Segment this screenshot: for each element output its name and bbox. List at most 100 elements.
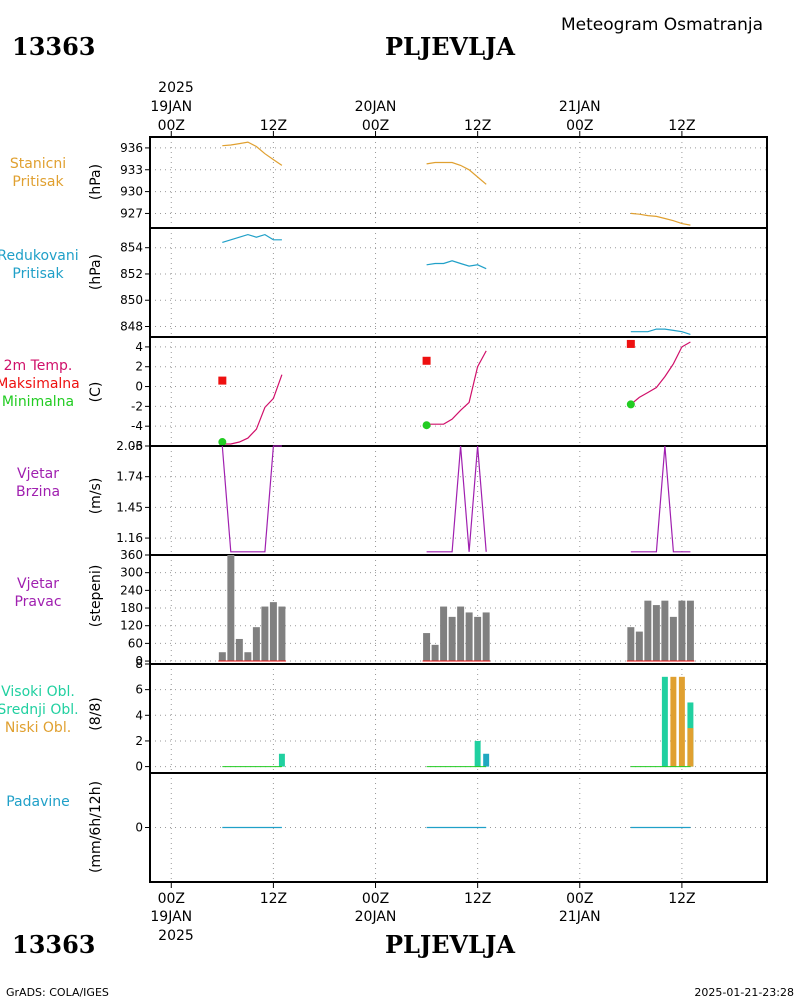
wind-dir-bar — [474, 616, 482, 662]
wind-dir-bar — [652, 605, 660, 662]
wind-dir-bar — [635, 631, 643, 662]
y-tick-label: -6 — [131, 439, 143, 453]
wind-dir-bar — [235, 638, 243, 662]
series-line — [222, 233, 282, 243]
y-tick-label: 848 — [120, 319, 143, 333]
y-tick-label: 0 — [135, 760, 143, 774]
y-tick-label: 852 — [120, 267, 143, 281]
min-temp-marker — [626, 400, 635, 409]
bottom-year: 2025 — [158, 928, 194, 944]
time-hour-bottom: 12Z — [260, 891, 287, 907]
series-line — [426, 260, 487, 270]
panel-frame — [149, 227, 768, 338]
time-date-top: 20JAN — [355, 99, 397, 115]
time-date-top: 19JAN — [150, 99, 192, 115]
low-cloud-bar — [687, 728, 694, 767]
panel-label: 2m Temp. — [4, 358, 73, 374]
y-tick-label: 0 — [135, 380, 143, 394]
series-line — [630, 212, 691, 226]
wind-dir-bar — [678, 600, 686, 662]
wind-dir-bar — [227, 555, 235, 662]
panel-frame — [149, 136, 768, 229]
station-id-top: 13363 — [12, 32, 96, 61]
min-temp-marker — [218, 438, 227, 447]
y-tick-label: 1.74 — [116, 470, 143, 484]
y-tick-label: 1.16 — [116, 531, 143, 545]
series-line — [426, 161, 487, 185]
panel-wind_speed: 1.16 1.45 1.74 2.03 Vjetar Brzina (m/s) — [16, 439, 768, 556]
wind-dir-bar — [457, 606, 465, 662]
time-date-bottom: 21JAN — [559, 909, 601, 925]
wind-dir-bar — [431, 644, 439, 662]
y-tick-label: -4 — [131, 419, 143, 433]
panel-label: Brzina — [16, 484, 60, 500]
y-tick-label: 360 — [120, 548, 143, 562]
min-temp-marker — [422, 421, 431, 430]
y-tick-label: 300 — [120, 566, 143, 580]
wind-dir-bar — [686, 600, 694, 662]
time-hour-bottom: 12Z — [668, 891, 695, 907]
series-line — [630, 341, 691, 405]
time-hour-bottom: 00Z — [566, 891, 593, 907]
max-temp-marker — [626, 339, 635, 348]
panel-label: Minimalna — [2, 394, 74, 410]
panel-label: Vjetar — [17, 576, 59, 592]
y-tick-label: 927 — [120, 206, 143, 220]
y-tick-label: 0 — [135, 654, 143, 668]
series-line — [630, 445, 691, 553]
panel-label: Padavine — [6, 794, 70, 810]
wind-dir-bar — [644, 600, 652, 662]
panel-temperature: -6 -4 -2 0 2 4 2m Temp. Maksimalna Minimalna (C) — [0, 336, 768, 453]
y-tick-label: 1.45 — [116, 500, 143, 514]
panel-frame — [149, 772, 768, 883]
time-hour-top: 00Z — [362, 118, 389, 134]
series-line — [426, 350, 487, 425]
wind-dir-bar — [252, 627, 260, 662]
time-hour-bottom: 00Z — [158, 891, 185, 907]
panel-label: Pritisak — [12, 266, 64, 282]
wind-dir-bar — [448, 616, 456, 662]
wind-dir-bar — [482, 612, 490, 662]
high-cloud-bar — [661, 676, 668, 767]
y-tick-label: 2 — [135, 734, 143, 748]
panel-label: Maksimalna — [0, 376, 80, 392]
series-line — [630, 328, 691, 335]
series-line — [221, 445, 282, 553]
panel-precipitation: 0 Padavine (mm/6h/12h) — [6, 772, 768, 883]
panel-wind_direction: 0 60 120 180 240 300 360 Vjetar Pravac (stepeni) — [14, 548, 768, 668]
y-axis-label: (hPa) — [88, 254, 104, 290]
max-temp-marker — [218, 376, 227, 385]
panel-clouds: 0 2 4 6 8 Visoki Obl. Srednji Obl. Niski Obl. (8… — [0, 657, 768, 774]
station-name-bottom: PLJEVLJA — [385, 930, 515, 959]
y-tick-label: 4 — [135, 708, 143, 722]
low-cloud-bar — [670, 676, 677, 767]
time-date-top: 21JAN — [559, 99, 601, 115]
time-hour-top: 12Z — [260, 118, 287, 134]
panel-label: Vjetar — [17, 466, 59, 482]
y-tick-label: 2.03 — [116, 439, 143, 453]
y-axis-label: (m/s) — [88, 478, 104, 515]
time-hour-bottom: 00Z — [362, 891, 389, 907]
y-axis-label: (stepeni) — [88, 565, 104, 628]
panel-label: Visoki Obl. — [1, 684, 75, 700]
y-axis-label: (mm/6h/12h) — [88, 781, 104, 873]
panel-frame — [149, 445, 768, 556]
y-tick-label: 240 — [120, 583, 143, 597]
time-hour-bottom: 12Z — [464, 891, 491, 907]
high-cloud-bar — [278, 753, 285, 767]
max-temp-marker — [422, 356, 431, 365]
panel-label: Pravac — [14, 594, 61, 610]
y-tick-label: 933 — [120, 163, 143, 177]
y-axis-label: (hPa) — [88, 164, 104, 200]
series-line — [426, 445, 487, 553]
station-id-bottom: 13363 — [12, 930, 96, 959]
series-line — [222, 374, 283, 445]
y-tick-label: -2 — [131, 399, 143, 413]
top-year: 2025 — [158, 80, 194, 96]
wind-dir-bar — [440, 606, 448, 662]
panel-label: Pritisak — [12, 174, 64, 190]
footer-credit: GrADS: COLA/IGES — [6, 986, 109, 999]
time-hour-top: 00Z — [158, 118, 185, 134]
wind-dir-bar — [244, 652, 252, 662]
